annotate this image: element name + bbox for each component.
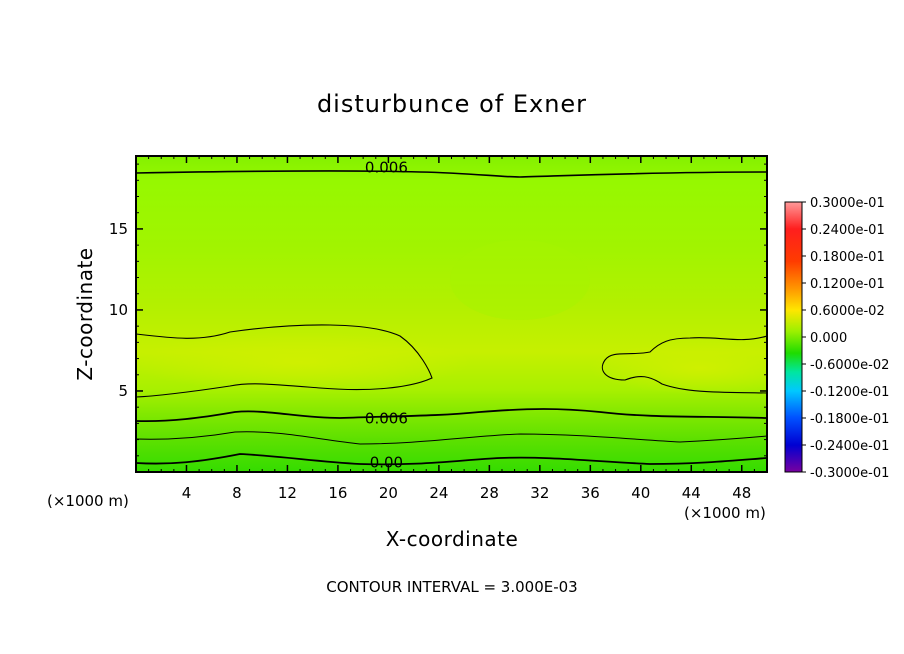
colorbar-label: 0.2400e-01 bbox=[810, 223, 885, 238]
colorbar-label: -0.1200e-01 bbox=[810, 385, 889, 400]
field-maximum-right bbox=[590, 342, 767, 394]
contour-label: 0.006 bbox=[365, 410, 408, 428]
x-axis-label: X-coordinate bbox=[386, 527, 519, 551]
y-tick-label: 10 bbox=[109, 301, 128, 319]
x-tick-label: 36 bbox=[581, 484, 600, 502]
x-tick-label: 4 bbox=[182, 484, 192, 502]
colorbar-labels: 0.3000e-01 0.2400e-01 0.1800e-01 0.1200e-01… bbox=[802, 196, 889, 481]
colorbar-label: -0.6000e-02 bbox=[810, 358, 889, 373]
contour-line-top bbox=[136, 170, 767, 178]
x-unit-right: (×1000 m) bbox=[684, 504, 766, 522]
colorbar-label: 0.3000e-01 bbox=[810, 196, 885, 211]
x-tick-label: 44 bbox=[682, 484, 701, 502]
contour-line-lower bbox=[136, 431, 767, 445]
chart-title: disturbunce of Exner bbox=[317, 90, 587, 118]
contour-line-mid bbox=[136, 408, 767, 423]
x-tick-label: 32 bbox=[530, 484, 549, 502]
colorbar-label: 0.6000e-02 bbox=[810, 304, 885, 319]
field-maximum-left bbox=[136, 332, 470, 392]
contour-interval-note: CONTOUR INTERVAL = 3.000E-03 bbox=[326, 578, 577, 596]
x-tick-label: 20 bbox=[379, 484, 398, 502]
colorbar bbox=[784, 201, 803, 473]
contour-label: 0.00 bbox=[370, 453, 403, 471]
x-tick-label: 8 bbox=[232, 484, 242, 502]
x-tick-label: 48 bbox=[732, 484, 751, 502]
colorbar-label: 0.1800e-01 bbox=[810, 250, 885, 265]
x-tick-label: 24 bbox=[429, 484, 448, 502]
contour-line-right-lobe bbox=[601, 335, 767, 394]
field-center-region bbox=[450, 240, 590, 320]
colorbar-label: 0.000 bbox=[810, 331, 847, 346]
colorbar-label: -0.1800e-01 bbox=[810, 412, 889, 427]
colorbar-label: -0.3000e-01 bbox=[810, 466, 889, 481]
x-unit-left: (×1000 m) bbox=[47, 492, 129, 510]
contour-labels: 0.006 0.006 0.00 bbox=[365, 158, 408, 471]
y-tick-label: 15 bbox=[109, 220, 128, 238]
y-axis-ticks: 5 10 15 bbox=[109, 163, 767, 457]
x-tick-label: 40 bbox=[631, 484, 650, 502]
x-axis-ticks: 4 8 12 16 20 24 28 32 36 40 44 48 bbox=[148, 156, 755, 502]
contour-line-bottom bbox=[136, 453, 767, 466]
field-background bbox=[136, 156, 767, 472]
y-axis-label: Z-coordinate bbox=[73, 247, 97, 380]
x-tick-label: 28 bbox=[480, 484, 499, 502]
x-tick-label: 16 bbox=[328, 484, 347, 502]
contour-line-left-lobe bbox=[136, 324, 433, 398]
colorbar-label: 0.1200e-01 bbox=[810, 277, 885, 292]
contour-label: 0.006 bbox=[365, 158, 408, 176]
x-tick-label: 12 bbox=[278, 484, 297, 502]
colorbar-label: -0.2400e-01 bbox=[810, 439, 889, 454]
y-tick-label: 5 bbox=[118, 382, 128, 400]
